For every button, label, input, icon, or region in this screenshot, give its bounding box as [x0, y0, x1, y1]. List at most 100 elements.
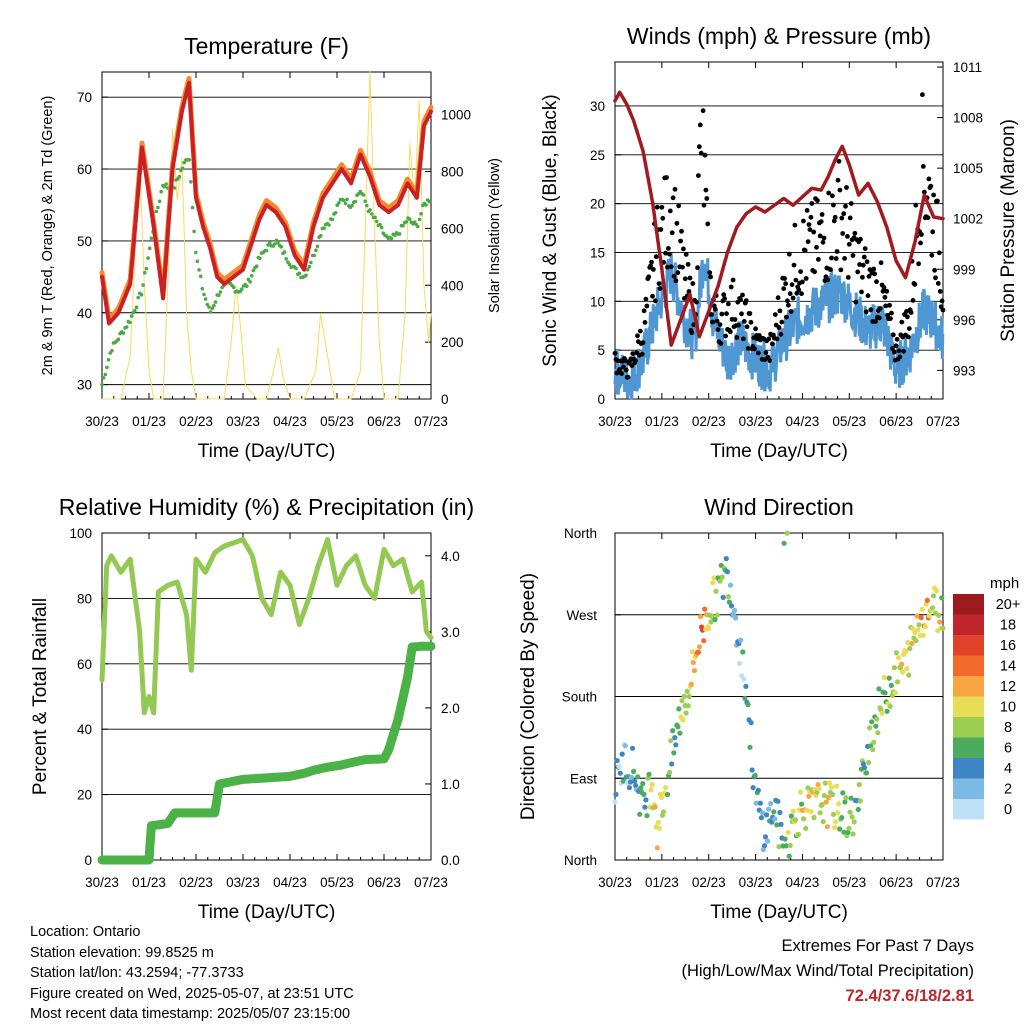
dewpoint-point [343, 201, 348, 206]
direction-point [835, 810, 841, 816]
direction-point [905, 639, 911, 646]
direction-point [710, 580, 716, 586]
dewpoint-point [379, 225, 384, 230]
direction-point [620, 778, 626, 784]
direction-point [909, 640, 915, 647]
gust-point [853, 299, 859, 305]
gust-point [906, 326, 912, 331]
gust-point [793, 277, 799, 283]
direction-point [646, 771, 652, 778]
x-tick-label: 07/23 [926, 875, 960, 890]
dewpoint-point [218, 290, 223, 294]
gust-point [820, 239, 826, 245]
gust-point [859, 289, 864, 295]
legend-swatch [953, 594, 984, 615]
direction-point [843, 795, 849, 801]
dewpoint-point [128, 320, 132, 325]
gust-point [710, 319, 715, 325]
gust-point [781, 286, 787, 291]
gust-point [937, 289, 943, 294]
legend-swatch [953, 717, 984, 738]
direction-point [934, 588, 940, 594]
direction-point [629, 745, 636, 751]
gust-point [863, 309, 869, 315]
gust-point [809, 201, 815, 206]
dewpoint-point [129, 314, 134, 318]
x-tick-label: 01/23 [132, 414, 166, 429]
gust-point [774, 336, 780, 342]
gust-point [868, 307, 874, 313]
gust-point [857, 262, 862, 267]
dewpoint-point [251, 268, 256, 273]
gust-point [880, 288, 886, 294]
gust-point [812, 269, 817, 275]
gust-point [860, 274, 865, 280]
y-tick-label: North [564, 853, 597, 868]
legend-swatch [953, 676, 984, 697]
y-right-tick-label: 1005 [953, 161, 983, 176]
gust-point [821, 235, 827, 241]
y-right-tick-label: 1011 [953, 60, 982, 75]
direction-point [815, 782, 821, 788]
gust-point [784, 314, 789, 320]
gust-point [845, 275, 851, 280]
direction-point [874, 716, 880, 722]
legend-swatch [953, 778, 984, 799]
dewpoint-point [194, 250, 198, 255]
y-right-tick-label: 3.0 [441, 625, 460, 640]
gust-point [728, 284, 734, 290]
gust-point [826, 190, 832, 196]
direction-point [652, 804, 658, 810]
direction-point [628, 774, 635, 781]
direction-point [899, 661, 905, 667]
direction-point [787, 842, 793, 849]
gust-point [736, 322, 742, 328]
gust-point [855, 269, 861, 275]
dewpoint-point [330, 217, 335, 222]
y-tick-label: 60 [77, 162, 92, 177]
direction-point [806, 793, 812, 800]
dewpoint-point [264, 248, 269, 253]
dewpoint-point [157, 199, 162, 204]
gust-point [913, 202, 919, 208]
direction-point [782, 836, 788, 842]
gust-point [656, 281, 662, 286]
gust-point [798, 269, 803, 274]
gust-point [778, 331, 784, 337]
dewpoint-point [198, 274, 203, 279]
direction-point [617, 770, 623, 776]
x-tick-label: 07/23 [414, 414, 448, 429]
direction-point [677, 730, 683, 736]
direction-point [671, 750, 677, 756]
gust-point [803, 276, 809, 281]
gust-point [678, 238, 683, 244]
direction-point [851, 819, 857, 825]
direction-point [686, 693, 692, 700]
direction-point [641, 791, 647, 798]
direction-point [903, 649, 909, 655]
gust-point [669, 230, 675, 236]
station-info: Location: Ontario Station elevation: 99.… [30, 922, 354, 1025]
direction-point [673, 742, 679, 748]
dewpoint-point [189, 180, 193, 184]
direction-point [916, 622, 922, 628]
legend-label: 18 [1000, 618, 1016, 634]
direction-point [893, 650, 900, 656]
gust-point [831, 202, 836, 208]
gust-point [698, 150, 704, 156]
direction-point [706, 626, 712, 632]
gust-point [767, 358, 772, 363]
gust-point [905, 314, 910, 320]
dewpoint-point [105, 365, 109, 370]
direction-point [695, 649, 702, 655]
gust-point [919, 232, 924, 237]
gust-point [763, 350, 769, 356]
gust-point [745, 346, 751, 351]
legend-label: 16 [1000, 638, 1016, 654]
dewpoint-point [190, 205, 195, 210]
gust-point [740, 292, 745, 298]
direction-point [834, 783, 840, 789]
x-tick-label: 03/23 [739, 414, 773, 429]
legend-swatch [953, 696, 984, 717]
gust-point [639, 351, 645, 357]
